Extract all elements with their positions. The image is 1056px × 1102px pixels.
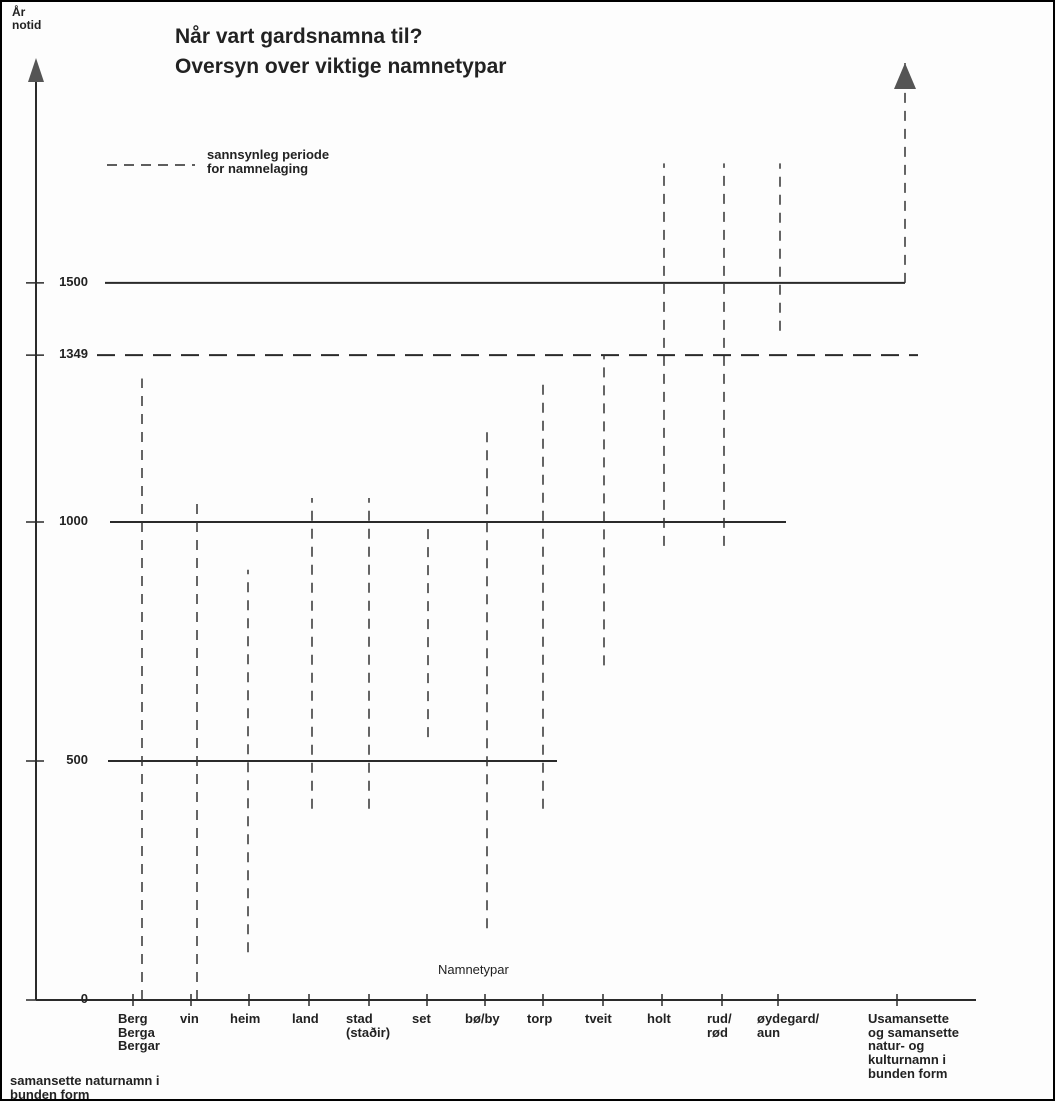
- x-tick-label: bø/by: [465, 1011, 500, 1026]
- x-tick-label: tveit: [585, 1011, 612, 1026]
- note: samansette naturnamn i bunden form: [10, 1073, 160, 1102]
- x-tick-label: vin: [180, 1011, 199, 1026]
- x-tick-label: rud/ rød: [707, 1011, 732, 1040]
- x-tick-label: Usamansette og samansette natur- og kult…: [868, 1011, 960, 1081]
- x-tick-label: holt: [647, 1011, 671, 1026]
- y-tick-label: 0: [80, 991, 88, 1006]
- y-tick-label: 500: [66, 751, 88, 767]
- x-tick-label: stad (staðir): [346, 1011, 391, 1040]
- y-tick-label: 1000: [59, 512, 88, 528]
- x-tick-label: Berg Berga Bergar: [118, 1011, 160, 1054]
- x-axis-label: Namnetypar: [438, 962, 509, 977]
- range-arrow: [894, 63, 916, 89]
- y-tick-label: 1349: [59, 346, 88, 362]
- y-axis-arrow: [28, 58, 44, 82]
- y-axis-label: År notid: [12, 5, 42, 32]
- legend-label: sannsynleg periode for namnelaging: [207, 147, 330, 176]
- chart-title: Når vart gardsnamna til? Oversyn over vi…: [175, 25, 507, 79]
- x-tick-label: torp: [527, 1011, 553, 1026]
- x-tick-label: øydegard/ aun: [757, 1011, 820, 1040]
- x-tick-label: set: [412, 1011, 431, 1026]
- x-tick-label: heim: [230, 1011, 261, 1026]
- x-tick-label: land: [292, 1011, 319, 1026]
- y-tick-label: 1500: [59, 273, 88, 289]
